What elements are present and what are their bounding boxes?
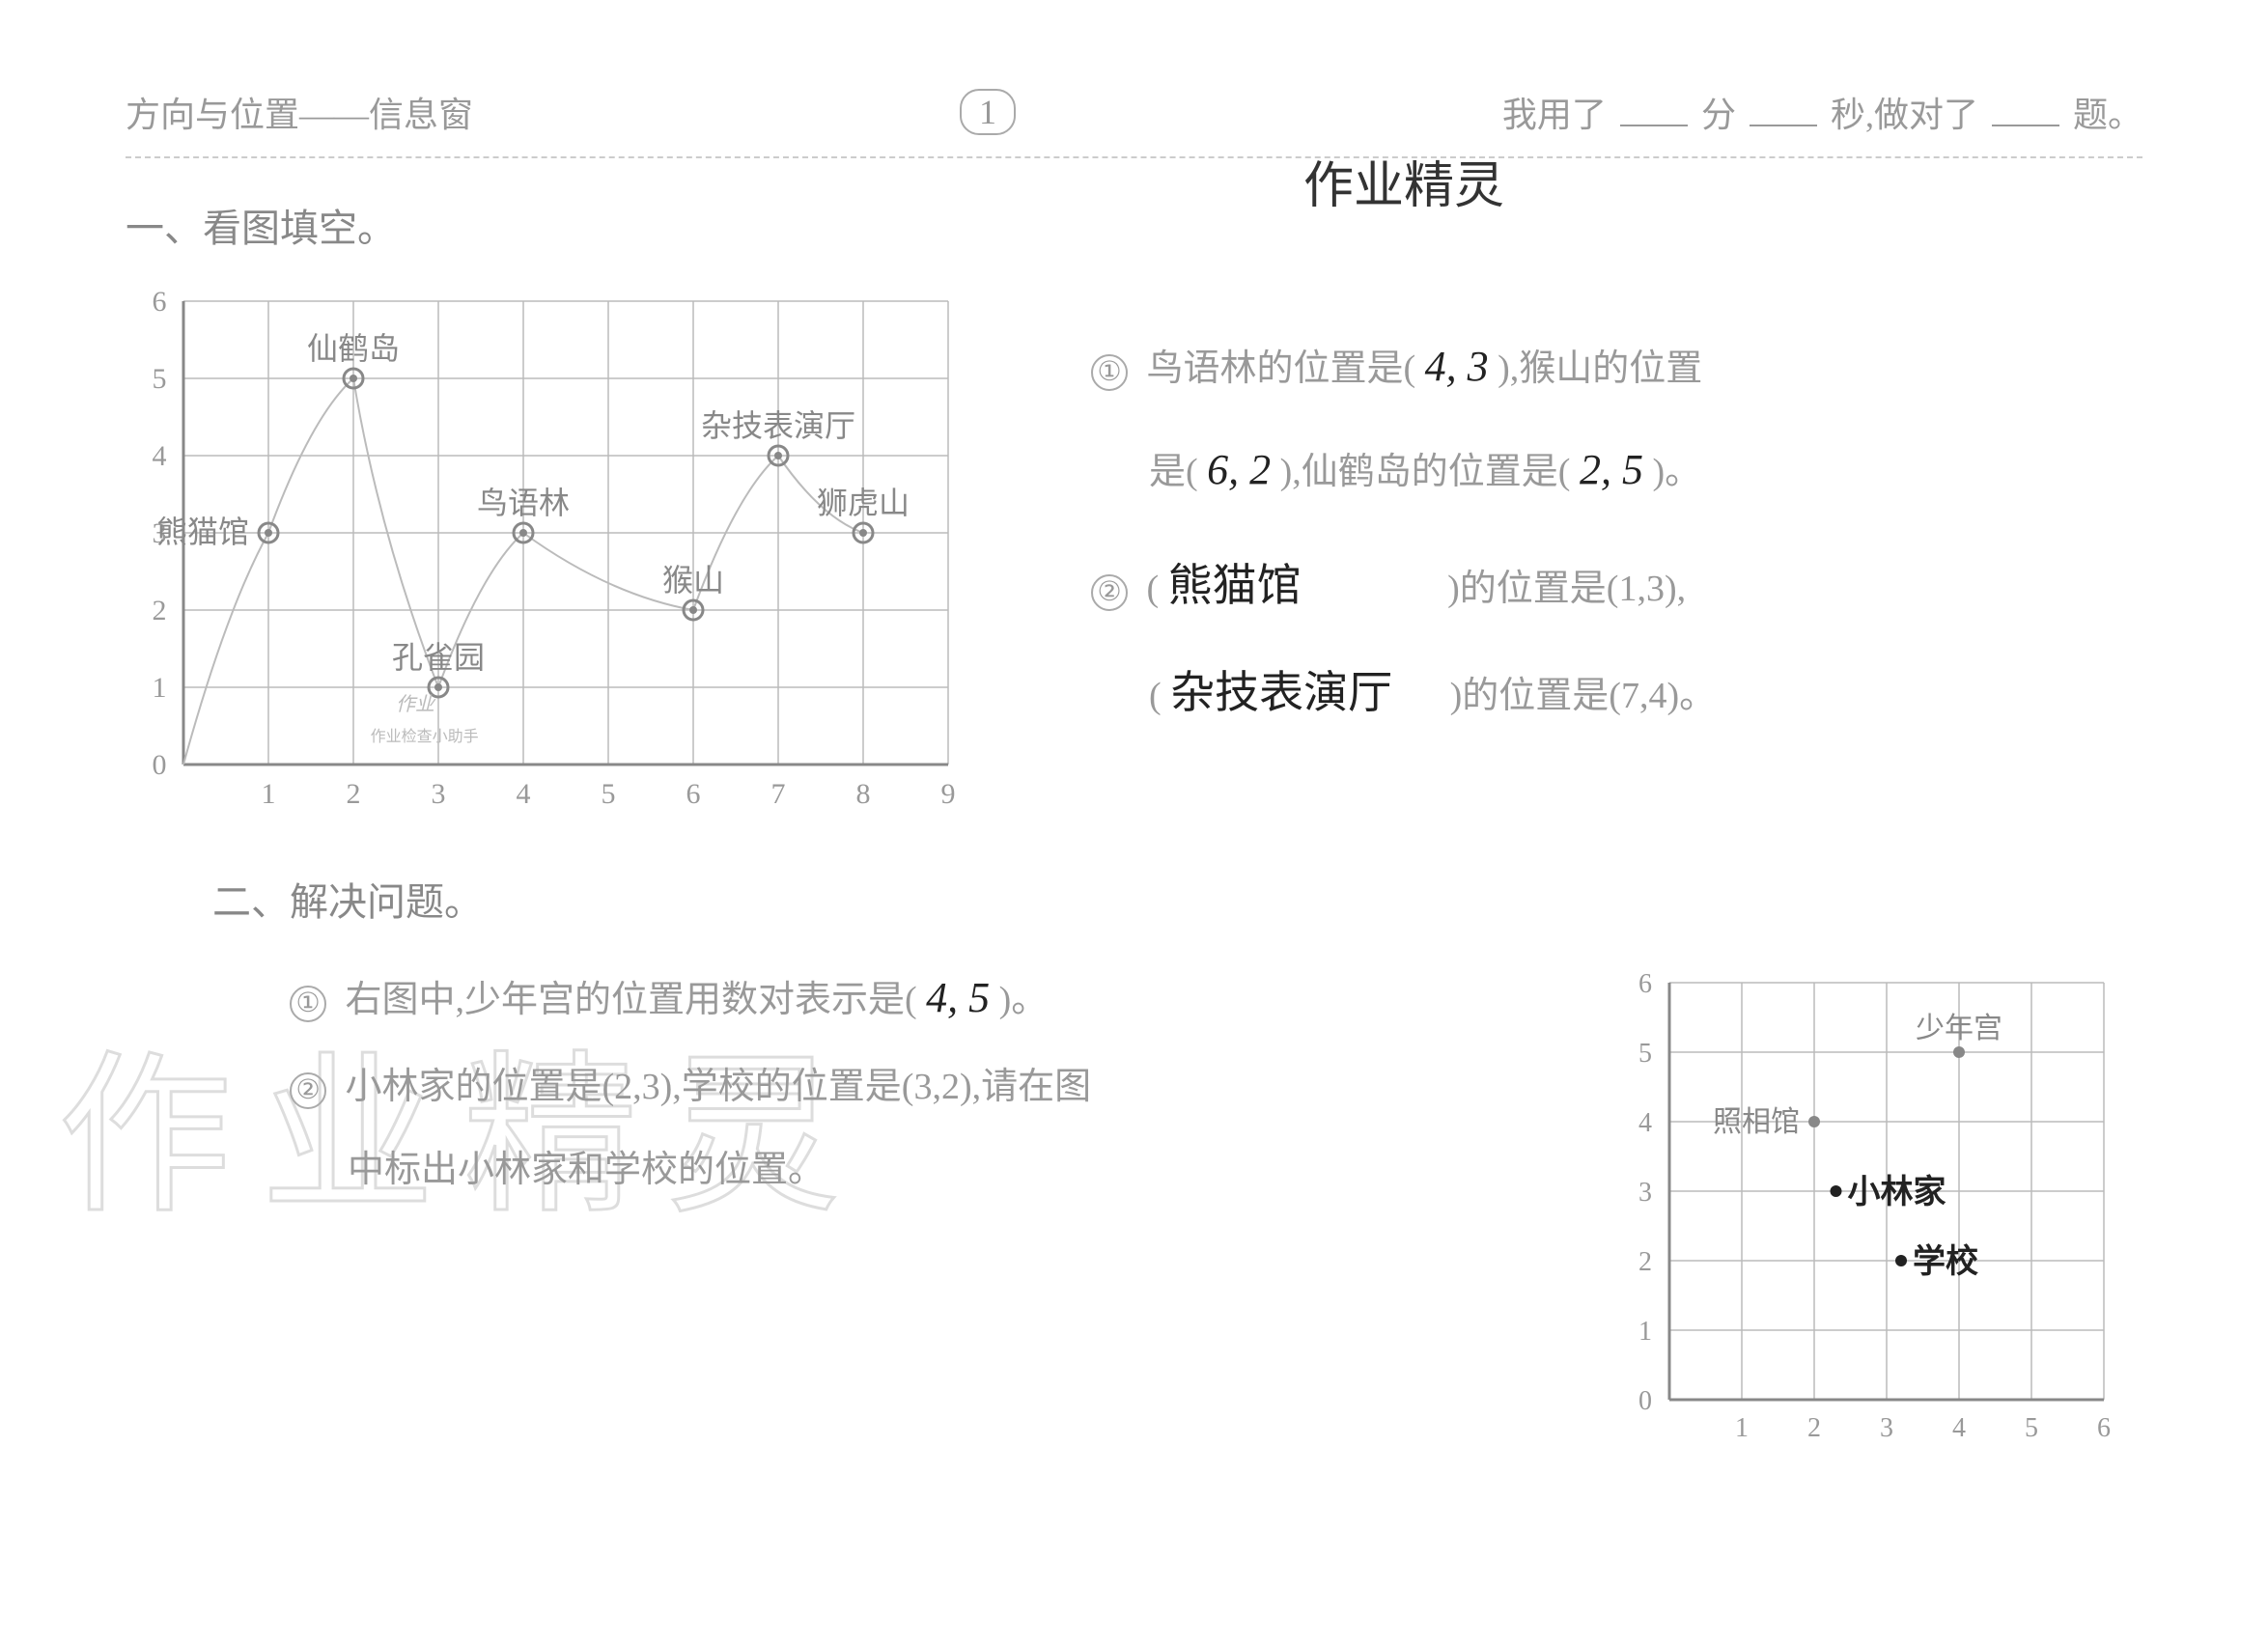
s2-question-2-line2: 中标出小林家和学校的位置。 <box>270 1133 1544 1207</box>
answer-hw: 2, 5 <box>1580 446 1643 493</box>
svg-text:4: 4 <box>1952 1413 1966 1443</box>
svg-text:学校: 学校 <box>1913 1242 1978 1280</box>
svg-text:1: 1 <box>262 778 276 810</box>
answer-hw: 6, 2 <box>1207 446 1271 493</box>
svg-text:熊猫馆: 熊猫馆 <box>156 515 249 549</box>
q-text: ),猴山的位置 <box>1498 348 1702 389</box>
header-right: 我用了 分 秒,做对了 题。 <box>1502 87 2142 137</box>
svg-text:狮虎山: 狮虎山 <box>817 486 910 520</box>
q-text: 鸟语林的位置是( <box>1147 348 1416 389</box>
q-text: )的位置是(1,3), <box>1447 569 1686 609</box>
svg-text:3: 3 <box>432 778 446 810</box>
blank-count[interactable] <box>1992 125 2059 126</box>
header-text: 秒,做对了 <box>1831 96 1978 134</box>
handwriting-title: 作业精灵 <box>1303 145 1504 217</box>
svg-text:鸟语林: 鸟语林 <box>477 486 570 520</box>
q1-num-icon: ① <box>1091 354 1128 391</box>
svg-text:6: 6 <box>1638 969 1652 999</box>
q-text: 中标出小林家和学校的位置。 <box>348 1150 825 1190</box>
question-1: ① 鸟语林的位置是( 4, 3 ),猴山的位置 <box>1072 320 2142 414</box>
svg-text:8: 8 <box>856 778 871 810</box>
svg-text:2: 2 <box>153 595 167 626</box>
svg-text:仙鹤岛: 仙鹤岛 <box>307 331 400 366</box>
q-text: )的位置是(7,4)。 <box>1450 676 1716 716</box>
svg-text:2: 2 <box>347 778 361 810</box>
answer-hw: 4, 5 <box>926 974 990 1021</box>
svg-text:1: 1 <box>153 672 167 704</box>
svg-text:小林家: 小林家 <box>1848 1174 1946 1210</box>
page-header: 方向与位置——信息窗 1 我用了 分 秒,做对了 题。 <box>126 87 2142 158</box>
svg-text:杂技表演厅: 杂技表演厅 <box>701 408 855 443</box>
svg-text:照相馆: 照相馆 <box>1713 1106 1800 1138</box>
svg-text:猴山: 猴山 <box>662 563 724 598</box>
svg-text:4: 4 <box>153 440 167 472</box>
section2-text: ① 右图中,少年宫的位置用数对表示是( 4, 5 )。 ② 小林家的位置是(2,… <box>126 956 1544 1458</box>
svg-text:5: 5 <box>602 778 616 810</box>
svg-text:1: 1 <box>1735 1413 1749 1443</box>
svg-text:1: 1 <box>1638 1317 1652 1347</box>
answer-hw: 4, 3 <box>1425 343 1489 390</box>
svg-text:4: 4 <box>1638 1108 1652 1138</box>
svg-text:9: 9 <box>941 778 956 810</box>
svg-text:6: 6 <box>2097 1413 2111 1443</box>
svg-text:7: 7 <box>771 778 786 810</box>
q-text: ( <box>1147 569 1160 609</box>
svg-text:6: 6 <box>686 778 701 810</box>
svg-text:5: 5 <box>2025 1413 2038 1443</box>
svg-text:6: 6 <box>153 286 167 318</box>
section1-title: 一、看图填空。 <box>126 197 2142 253</box>
section2-title: 二、解决问题。 <box>212 871 2142 927</box>
blank-minutes[interactable] <box>1620 125 1688 126</box>
q-text: 小林家的位置是(2,3),学校的位置是(3,2),请在图 <box>346 1067 1092 1107</box>
svg-text:3: 3 <box>1638 1178 1652 1208</box>
s2-q1-num-icon: ① <box>290 986 326 1022</box>
svg-text:0: 0 <box>1638 1386 1652 1416</box>
section2: ① 右图中,少年宫的位置用数对表示是( 4, 5 )。 ② 小林家的位置是(2,… <box>126 956 2142 1458</box>
s2-question-1: ① 右图中,少年宫的位置用数对表示是( 4, 5 )。 <box>270 956 1544 1041</box>
q-text: 是( <box>1149 452 1198 492</box>
header-text: 题。 <box>2073 96 2142 134</box>
svg-text:2: 2 <box>1638 1247 1652 1277</box>
chart1-svg: 1234567890123456熊猫馆仙鹤岛孔雀园鸟语林猴山杂技表演厅狮虎山作业… <box>126 282 1014 822</box>
chart1: 1234567890123456熊猫馆仙鹤岛孔雀园鸟语林猴山杂技表演厅狮虎山作业… <box>126 282 1014 822</box>
header-text: 分 <box>1701 96 1736 134</box>
svg-text:4: 4 <box>517 778 531 810</box>
blank-seconds[interactable] <box>1750 125 1817 126</box>
section1: 1234567890123456熊猫馆仙鹤岛孔雀园鸟语林猴山杂技表演厅狮虎山作业… <box>126 282 2142 822</box>
q-text: ( <box>1149 676 1162 716</box>
svg-text:3: 3 <box>1880 1413 1893 1443</box>
q-text: )。 <box>999 980 1049 1020</box>
svg-text:作业检查小助手: 作业检查小助手 <box>371 728 479 745</box>
svg-text:孔雀园: 孔雀园 <box>392 640 485 675</box>
chart2: 1 2 3 4 5 6 0 1 2 3 4 5 6 照相馆 少年宫小林家学校 <box>1582 956 2142 1458</box>
s2-q2-num-icon: ② <box>290 1072 326 1109</box>
svg-text:5: 5 <box>1638 1039 1652 1069</box>
q-text: 右图中,少年宫的位置用数对表示是( <box>346 980 917 1020</box>
s2-question-2: ② 小林家的位置是(2,3),学校的位置是(3,2),请在图 <box>270 1050 1544 1124</box>
answer-hw: 熊猫馆 <box>1168 537 1439 634</box>
q2-num-icon: ② <box>1091 574 1128 611</box>
question-1-line2: 是( 6, 2 ),仙鹤岛的位置是( 2, 5 )。 <box>1072 424 2142 517</box>
section1-questions: ① 鸟语林的位置是( 4, 3 ),猴山的位置 是( 6, 2 ),仙鹤岛的位置… <box>1072 282 2142 822</box>
q-text: )。 <box>1652 452 1701 492</box>
svg-text:5: 5 <box>153 363 167 395</box>
page-number: 1 <box>960 89 1016 135</box>
header-text: 我用了 <box>1502 96 1607 134</box>
chart2-svg: 1 2 3 4 5 6 0 1 2 3 4 5 6 照相馆 少年宫小林家学校 <box>1582 956 2142 1458</box>
svg-text:2: 2 <box>1807 1413 1821 1443</box>
svg-text:少年宫: 少年宫 <box>1916 1013 2002 1044</box>
svg-text:0: 0 <box>153 749 167 781</box>
question-2: ② ( 熊猫馆 )的位置是(1,3), <box>1072 537 2142 634</box>
question-2-line2: ( 杂技表演厅 )的位置是(7,4)。 <box>1072 644 2142 741</box>
svg-text:作业: 作业 <box>396 694 436 715</box>
q-text: ),仙鹤岛的位置是( <box>1280 452 1571 492</box>
header-left: 方向与位置——信息窗 <box>126 87 473 137</box>
answer-hw: 杂技表演厅 <box>1170 644 1441 741</box>
